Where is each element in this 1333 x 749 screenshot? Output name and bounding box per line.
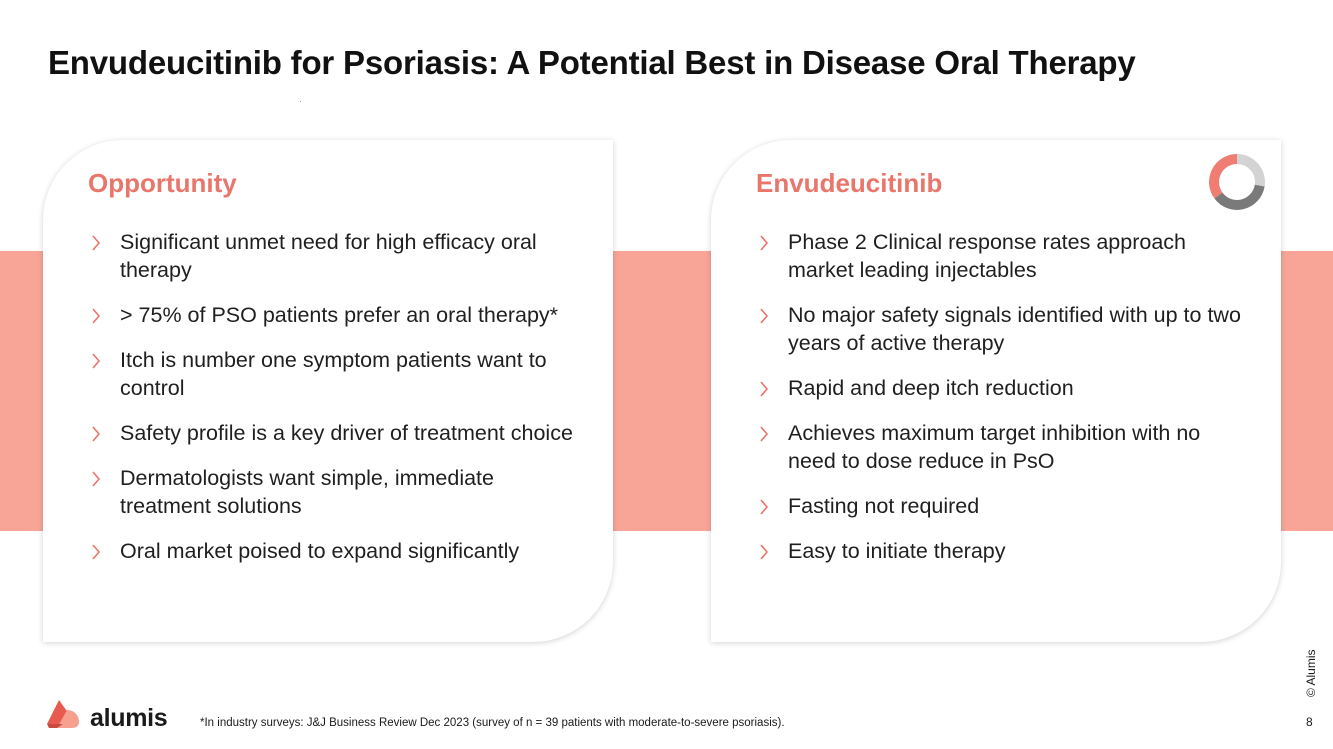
envudeucitinib-title: Envudeucitinib [756,168,943,198]
list-item: Dermatologists want simple, immediate tr… [88,464,578,520]
list-item: Itch is number one symptom patients want… [88,346,578,402]
chevron-right-icon [92,308,101,324]
chevron-right-icon [760,426,769,442]
envudeucitinib-card: Envudeucitinib Phase 2 Clinical response… [711,140,1281,642]
list-item: Fasting not required [756,492,1246,520]
opportunity-card: Opportunity Significant unmet need for h… [43,140,613,642]
chevron-right-icon [92,544,101,560]
list-item: Phase 2 Clinical response rates approach… [756,228,1246,284]
chevron-right-icon [92,471,101,487]
list-item-text: > 75% of PSO patients prefer an oral the… [120,303,559,327]
list-item-text: Dermatologists want simple, immediate tr… [120,466,494,518]
list-item: Significant unmet need for high efficacy… [88,228,578,284]
list-item: Oral market poised to expand significant… [88,537,578,565]
list-item: Rapid and deep itch reduction [756,374,1246,402]
list-item-text: Oral market poised to expand significant… [120,539,520,563]
chevron-right-icon [760,499,769,515]
list-item-text: Fasting not required [788,494,980,518]
list-item-text: Phase 2 Clinical response rates approach… [788,230,1186,282]
chevron-right-icon [760,381,769,397]
copyright: © Alumis [1304,649,1318,697]
page-number: 8 [1306,715,1313,729]
list-item: No major safety signals identified with … [756,301,1246,357]
list-item-text: Rapid and deep itch reduction [788,376,1074,400]
footnote: *In industry surveys: J&J Business Revie… [200,717,785,729]
opportunity-list: Significant unmet need for high efficacy… [88,228,578,582]
list-item: Achieves maximum target inhibition with … [756,419,1246,475]
brand-name: alumis [90,704,168,732]
alumis-logo-icon [47,700,79,728]
list-item-text: Achieves maximum target inhibition with … [788,421,1201,473]
chevron-right-icon [92,426,101,442]
chevron-right-icon [92,235,101,251]
list-item-text: Itch is number one symptom patients want… [120,348,547,400]
slide-title: Envudeucitinib for Psoriasis: A Potentia… [48,44,1136,81]
donut-icon [1209,154,1265,210]
chevron-right-icon [92,353,101,369]
list-item-text: Safety profile is a key driver of treatm… [120,421,573,445]
list-item-text: Significant unmet need for high efficacy… [120,230,537,282]
list-item-text: Easy to initiate therapy [788,539,1006,563]
chevron-right-icon [760,544,769,560]
list-item-text: No major safety signals identified with … [788,303,1241,355]
chevron-right-icon [760,308,769,324]
chevron-right-icon [760,235,769,251]
list-item: > 75% of PSO patients prefer an oral the… [88,301,578,329]
list-item: Easy to initiate therapy [756,537,1246,565]
envudeucitinib-list: Phase 2 Clinical response rates approach… [756,228,1246,582]
opportunity-title: Opportunity [88,168,237,198]
stray-dot [300,101,301,102]
list-item: Safety profile is a key driver of treatm… [88,419,578,447]
